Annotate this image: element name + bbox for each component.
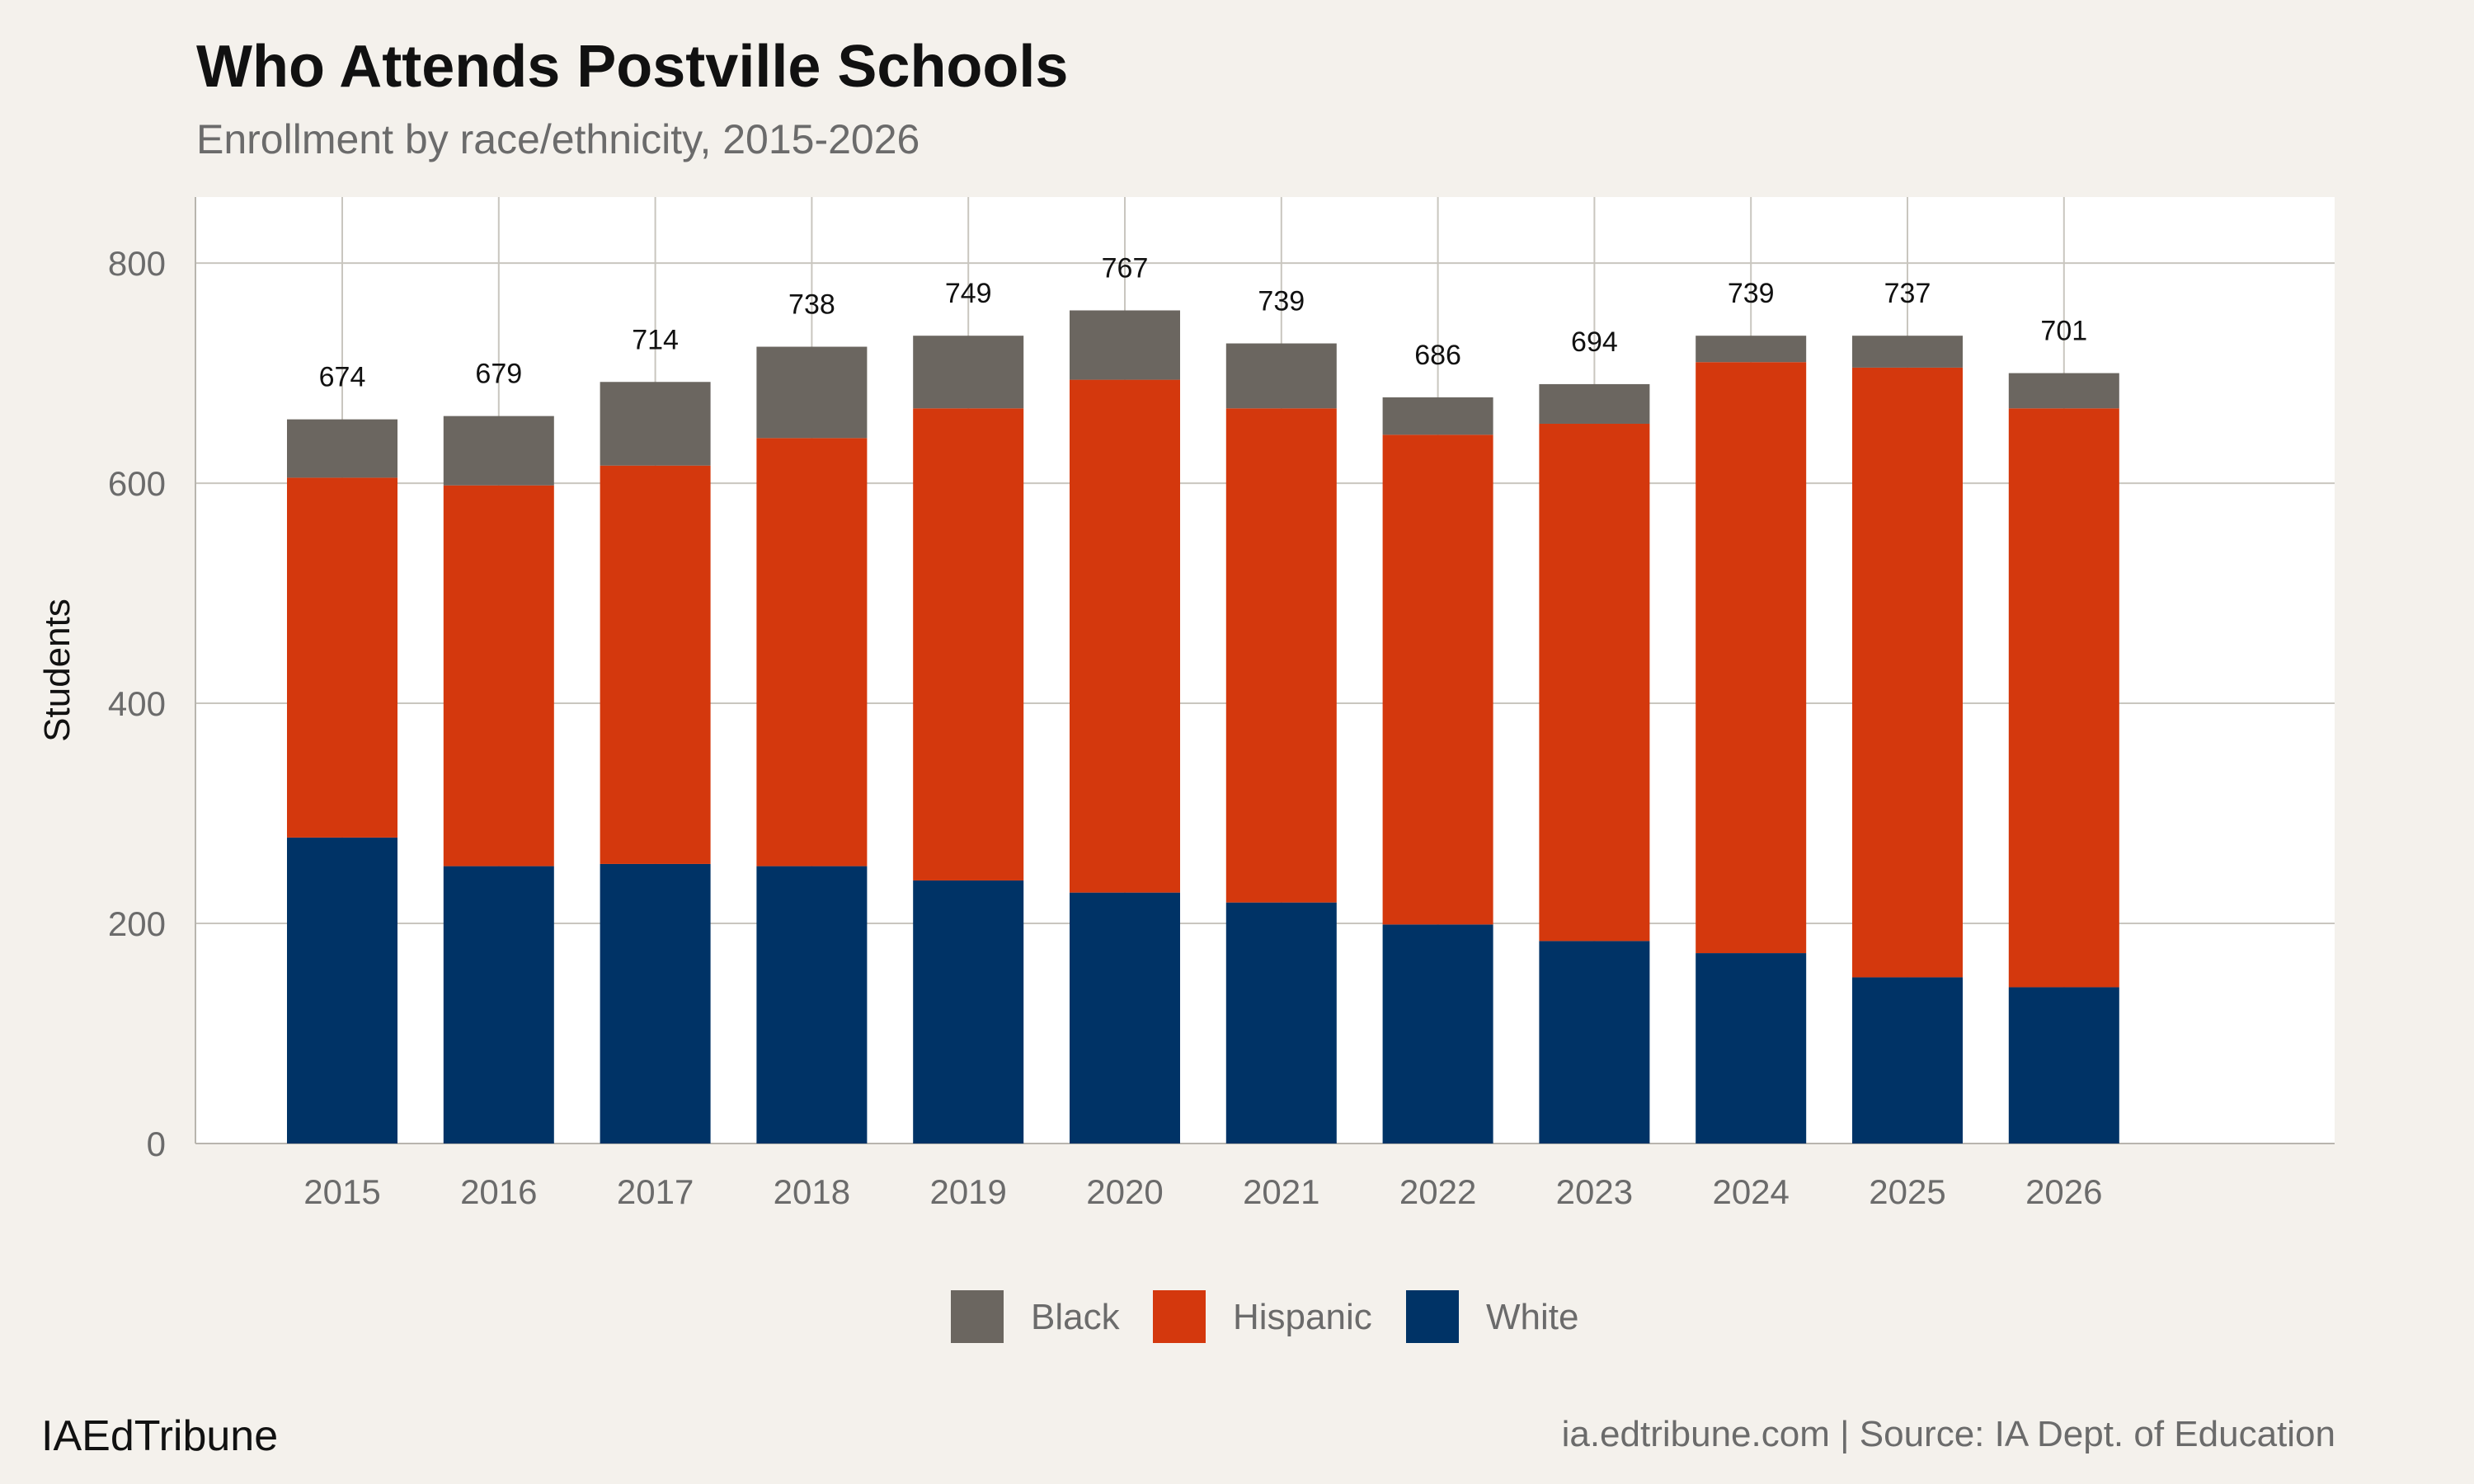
bar-segment-white <box>1539 941 1650 1144</box>
x-tick-label: 2022 <box>1399 1172 1476 1211</box>
x-tick-label: 2023 <box>1556 1172 1633 1211</box>
x-tick-label: 2019 <box>929 1172 1006 1211</box>
total-data-label: 674 <box>319 362 366 393</box>
bar-segment-white <box>443 866 554 1144</box>
bar-segment-white <box>1225 902 1337 1144</box>
bar-segment-hispanic <box>1382 434 1493 925</box>
bar-segment-black <box>287 419 397 478</box>
bar-segment-hispanic <box>443 485 554 866</box>
legend-label-white: White <box>1486 1297 1578 1337</box>
bar-segment-hispanic <box>756 438 868 866</box>
y-tick-label: 400 <box>108 684 166 723</box>
bar-segment-hispanic <box>1070 379 1180 893</box>
total-data-label: 767 <box>1102 252 1149 284</box>
x-tick-label: 2018 <box>774 1172 850 1211</box>
bar-segment-white <box>756 866 868 1144</box>
source-label: ia.edtribune.com | Source: IA Dept. of E… <box>1561 1414 2335 1454</box>
bar-segment-hispanic <box>1539 423 1650 942</box>
total-data-label: 694 <box>1571 326 1618 358</box>
bar-segment-black <box>600 382 711 466</box>
total-data-label: 714 <box>632 324 679 355</box>
bar-segment-black <box>443 416 554 486</box>
legend-label-hispanic: Hispanic <box>1233 1297 1372 1337</box>
bar-segment-hispanic <box>1225 408 1337 903</box>
bar-segment-hispanic <box>1852 367 1963 978</box>
bar-segment-hispanic <box>287 477 397 838</box>
bar-segment-black <box>1852 336 1963 368</box>
total-data-label: 739 <box>1728 278 1775 309</box>
bar-segment-hispanic <box>2008 408 2119 988</box>
bar-segment-black <box>2008 373 2119 409</box>
total-data-label: 737 <box>1884 278 1931 309</box>
x-tick-label: 2015 <box>303 1172 380 1211</box>
bar-segment-white <box>913 880 1024 1144</box>
x-tick-label: 2025 <box>1869 1172 1945 1211</box>
bar-segment-white <box>287 837 397 1144</box>
brand-label: IAEdTribune <box>41 1412 279 1460</box>
x-tick-label: 2017 <box>617 1172 694 1211</box>
bar-segment-hispanic <box>1696 362 1807 954</box>
y-tick-label: 800 <box>108 244 166 283</box>
total-data-label: 686 <box>1414 340 1461 371</box>
total-data-label: 738 <box>788 289 835 321</box>
bar-segment-white <box>1382 924 1493 1144</box>
bar-segment-black <box>1539 383 1650 424</box>
bar-segment-black <box>1070 310 1180 380</box>
x-tick-label: 2024 <box>1712 1172 1789 1211</box>
bar-segment-white <box>1696 953 1807 1144</box>
y-tick-label: 600 <box>108 464 166 503</box>
legend-label-black: Black <box>1031 1297 1121 1337</box>
bar-segment-hispanic <box>913 408 1024 881</box>
total-data-label: 701 <box>2040 316 2087 347</box>
y-axis-label: Students <box>37 599 78 742</box>
legend-swatch-black <box>951 1290 1004 1343</box>
bar-segment-black <box>1696 336 1807 363</box>
bar-segment-black <box>756 346 868 439</box>
bar-segment-black <box>1225 343 1337 409</box>
bar-segment-white <box>2008 987 2119 1144</box>
y-tick-label: 200 <box>108 904 166 943</box>
x-tick-label: 2021 <box>1243 1172 1319 1211</box>
x-tick-label: 2016 <box>460 1172 537 1211</box>
legend-swatch-white <box>1406 1290 1459 1343</box>
total-data-label: 749 <box>945 278 992 309</box>
x-tick-label: 2026 <box>2025 1172 2102 1211</box>
bar-segment-black <box>1382 397 1493 435</box>
bar-segment-black <box>913 336 1024 409</box>
bar-segment-white <box>1070 892 1180 1144</box>
total-data-label: 679 <box>475 359 522 390</box>
bar-segment-white <box>600 863 711 1144</box>
y-tick-label: 0 <box>147 1125 166 1163</box>
total-data-label: 739 <box>1258 286 1305 317</box>
bar-segment-hispanic <box>600 465 711 864</box>
chart-title: Who Attends Postville Schools <box>196 34 1069 100</box>
bar-segment-white <box>1852 977 1963 1144</box>
x-tick-label: 2020 <box>1086 1172 1163 1211</box>
legend-swatch-hispanic <box>1153 1290 1206 1343</box>
chart-subtitle: Enrollment by race/ethnicity, 2015-2026 <box>196 116 920 162</box>
